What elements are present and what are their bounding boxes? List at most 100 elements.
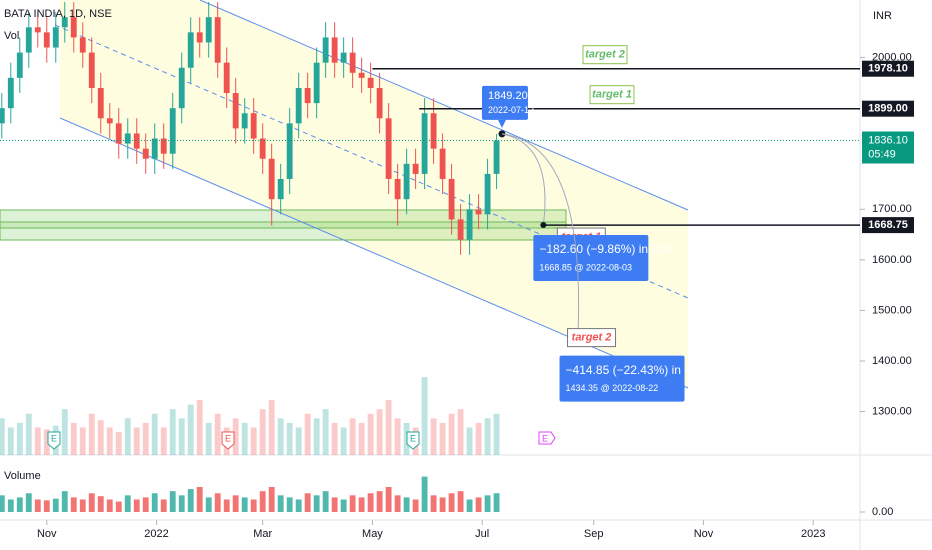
candle-body: [61, 17, 68, 28]
volume-overlay-bar: [151, 413, 158, 455]
volume-bar: [79, 499, 86, 512]
volume-bar: [16, 497, 23, 512]
volume-bar: [214, 493, 221, 512]
volume-bar: [142, 497, 149, 512]
volume-overlay-bar: [187, 404, 194, 455]
volume-bar: [448, 493, 455, 512]
candle-body: [34, 27, 41, 33]
marks: [0, 2, 500, 512]
channel-fill: [60, 0, 688, 388]
projection-point: [540, 222, 547, 229]
volume-bar: [0, 495, 5, 512]
callout-pointer: [497, 119, 506, 128]
volume-bar: [430, 495, 437, 512]
candle-body: [484, 173, 491, 215]
candle-body: [133, 133, 140, 149]
volume-overlay-bar: [169, 409, 176, 455]
volume-overlay-bar: [493, 413, 500, 455]
candle-body: [421, 113, 428, 174]
volume-bar: [187, 489, 194, 512]
volume-overlay-bar: [376, 409, 383, 455]
volume-bar: [97, 496, 104, 512]
candle-body: [340, 52, 347, 63]
volume-bar: [439, 497, 446, 512]
volume-bar: [349, 495, 356, 512]
candle-body: [493, 140, 500, 174]
volume-bar: [178, 495, 185, 512]
volume-overlay-bar: [286, 422, 293, 455]
volume-bar: [52, 498, 59, 512]
volume-bar: [88, 493, 95, 512]
y-tick-label: 1700.00: [872, 203, 912, 215]
x-tick-label: Jul: [475, 528, 489, 540]
candle-body: [286, 123, 293, 179]
volume-bar: [151, 493, 158, 512]
volume-overlay-bar: [475, 422, 482, 455]
volume-overlay-bar: [259, 409, 266, 455]
candle-body: [16, 52, 23, 78]
volume-bar: [484, 495, 491, 512]
earnings-markers: E E E E: [47, 431, 556, 450]
candle-body: [367, 77, 374, 88]
candle-body: [7, 77, 14, 109]
volume-title: Volume: [4, 470, 41, 482]
volume-bar: [43, 500, 50, 512]
candle-body: [187, 32, 194, 68]
candle-body: [394, 178, 401, 200]
volume-bar: [259, 491, 266, 512]
y-tick-label: 2000.00: [872, 52, 912, 64]
volume-overlay-bar: [115, 432, 122, 455]
volume-bar: [358, 497, 365, 512]
volume-overlay-bar: [7, 427, 14, 455]
volume-bar: [385, 487, 392, 512]
candle-body: [358, 72, 365, 78]
callout-value: 1849.20: [488, 90, 528, 102]
support-zone-inner: [0, 221, 567, 229]
x-tick-label: Mar: [253, 528, 272, 540]
candle-body: [385, 118, 392, 179]
candle-body: [322, 37, 329, 63]
candle-body: [205, 17, 212, 43]
candle-body: [169, 108, 176, 154]
candle-body: [178, 67, 185, 109]
y2-tick-label: 0.00: [872, 506, 893, 518]
candle-body: [331, 37, 338, 63]
candle-body: [457, 219, 464, 240]
candle-body: [43, 32, 50, 48]
volume-bar: [124, 495, 131, 512]
candle-body: [268, 158, 275, 200]
projection-arc: [501, 133, 546, 226]
y-tick-label: 1400.00: [872, 355, 912, 367]
level-label: 1978.10: [868, 63, 908, 75]
volume-overlay-bar: [484, 418, 491, 455]
chart-title: BATA INDIA, 1D, NSE: [4, 8, 112, 20]
projection-tag-box: [567, 328, 617, 348]
volume-bar: [250, 499, 257, 512]
volume-overlay-bar: [439, 422, 446, 455]
volume-bar: [367, 493, 374, 512]
volume-bar: [286, 497, 293, 512]
volume-overlay-bar: [43, 429, 50, 455]
svg-text:E: E: [542, 433, 548, 443]
candle-body: [232, 93, 239, 129]
volume-overlay-bar: [34, 427, 41, 455]
candle-body: [70, 17, 77, 38]
volume-overlay-bar: [97, 420, 104, 455]
level-label: 1668.75: [868, 219, 908, 231]
volume-bar: [70, 497, 77, 512]
volume-bar: [34, 499, 41, 512]
projection-detail: 1434.35 @ 2022-08-22: [566, 383, 659, 393]
volume-bar: [340, 499, 347, 512]
volume-overlay-bar: [196, 400, 203, 455]
target-tag: target 1: [592, 89, 632, 101]
candle-body: [250, 113, 257, 139]
candle-body: [52, 27, 59, 48]
candle-body: [403, 163, 410, 200]
volume-overlay-bar: [0, 418, 5, 455]
volume-bar: [133, 499, 140, 512]
projection-change: −414.85 (−22.43%) in 40d: [566, 363, 705, 377]
candle-body: [412, 163, 419, 174]
volume-overlay-bar: [340, 427, 347, 455]
candle-body: [277, 178, 284, 200]
last-price-box: [862, 131, 914, 164]
